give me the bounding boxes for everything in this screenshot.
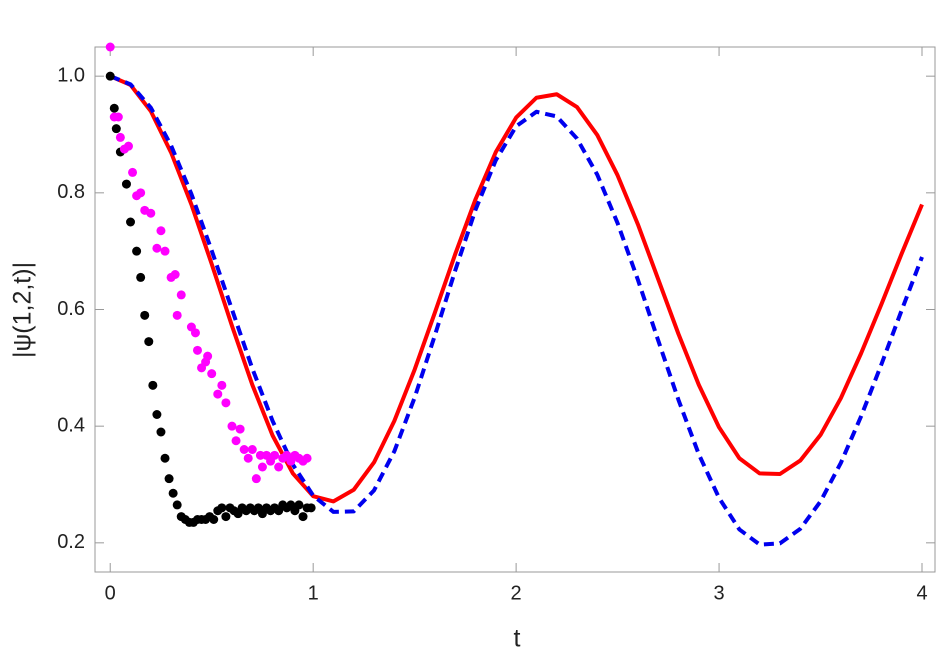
- data-point: [148, 380, 158, 390]
- data-point: [109, 103, 119, 113]
- x-axis-label: t: [514, 625, 521, 653]
- data-point: [203, 351, 213, 361]
- data-point: [123, 141, 133, 151]
- x-tick-label: 3: [714, 582, 725, 604]
- data-point: [105, 71, 115, 81]
- data-point: [136, 272, 146, 282]
- data-point: [209, 515, 219, 524]
- data-point: [270, 450, 280, 460]
- y-tick-label: 0.8: [57, 181, 85, 203]
- data-point: [239, 445, 249, 454]
- data-point: [207, 369, 217, 379]
- data-point: [136, 188, 146, 198]
- data-point: [126, 217, 136, 227]
- data-point: [146, 208, 156, 218]
- data-point: [257, 462, 267, 472]
- data-point: [221, 512, 231, 522]
- data-point: [121, 179, 131, 189]
- data-point: [231, 436, 241, 446]
- data-point: [221, 398, 231, 408]
- data-point: [160, 453, 170, 463]
- line-series: [109, 74, 924, 547]
- data-point: [227, 421, 237, 431]
- data-point: [128, 167, 138, 177]
- x-tick-label: 0: [105, 582, 116, 604]
- data-point: [213, 389, 223, 399]
- y-axis-label: |ψ(1,2,t)|: [9, 262, 37, 358]
- data-point: [152, 243, 162, 253]
- x-tick-label: 1: [308, 582, 319, 604]
- data-point: [172, 310, 182, 320]
- y-tick-label: 1.0: [57, 64, 85, 86]
- data-point: [298, 512, 308, 522]
- data-point: [144, 337, 154, 347]
- data-point: [176, 290, 186, 300]
- data-point: [113, 112, 123, 122]
- data-point: [105, 42, 115, 52]
- data-point: [274, 462, 284, 472]
- y-tick-label: 0.4: [57, 414, 85, 436]
- data-point: [156, 427, 166, 437]
- data-point: [192, 345, 202, 355]
- data-point: [243, 453, 253, 463]
- data-point: [168, 488, 178, 498]
- x-tick-label: 4: [916, 582, 927, 604]
- x-tick-label: 2: [511, 582, 522, 604]
- data-point: [251, 474, 261, 484]
- data-point: [247, 445, 257, 454]
- data-point: [164, 474, 174, 484]
- data-point: [111, 124, 121, 134]
- data-point: [235, 424, 245, 434]
- plot-frame: [94, 46, 936, 573]
- data-point: [294, 500, 304, 510]
- data-point: [306, 503, 316, 513]
- data-point: [190, 328, 200, 338]
- line-series: [109, 74, 924, 504]
- data-point: [152, 410, 162, 419]
- y-tick-label: 0.6: [57, 298, 85, 320]
- data-point: [160, 246, 170, 256]
- data-point: [172, 500, 182, 510]
- data-point: [217, 380, 227, 390]
- data-point: [302, 453, 312, 463]
- y-tick-label: 0.2: [57, 531, 85, 553]
- data-point: [217, 503, 227, 513]
- data-point: [140, 310, 150, 320]
- data-point: [132, 246, 142, 256]
- data-point: [115, 132, 125, 142]
- data-point: [156, 226, 166, 236]
- data-point: [170, 270, 180, 279]
